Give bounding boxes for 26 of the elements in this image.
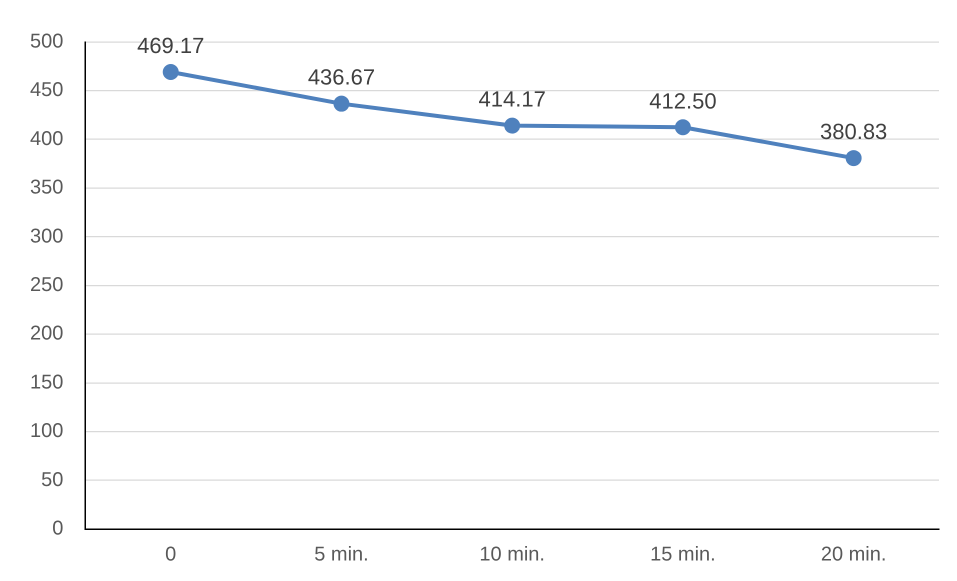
data-label: 414.17: [478, 86, 546, 112]
x-tick-label: 10 min.: [479, 544, 545, 566]
x-tick-label: 20 min.: [820, 544, 886, 566]
data-label: 469.17: [137, 33, 204, 58]
point: [162, 64, 179, 80]
point: [333, 96, 350, 112]
y-tick-label: 300: [30, 225, 64, 248]
data-label: 436.67: [308, 64, 376, 90]
point: [846, 150, 862, 166]
data-label: 380.83: [820, 119, 888, 144]
y-tick-label: 150: [30, 371, 64, 394]
y-tick-label: 100: [30, 420, 64, 442]
data-label: 412.50: [649, 88, 717, 114]
y-tick-label: 250: [30, 274, 64, 296]
x-tick-label: 15 min.: [650, 544, 716, 566]
y-tick-label: 200: [30, 322, 64, 345]
x-tick-label: 0: [165, 544, 176, 566]
point: [504, 118, 520, 134]
y-tick-label: 450: [30, 79, 64, 102]
y-tick-label: 0: [52, 518, 64, 540]
point: [674, 119, 691, 136]
y-tick-label: 350: [30, 176, 64, 199]
x-tick-label: 5 min.: [314, 544, 369, 566]
y-tick-label: 500: [30, 30, 64, 53]
y-tick-label: 50: [41, 468, 64, 491]
y-tick-label: 400: [30, 128, 64, 150]
